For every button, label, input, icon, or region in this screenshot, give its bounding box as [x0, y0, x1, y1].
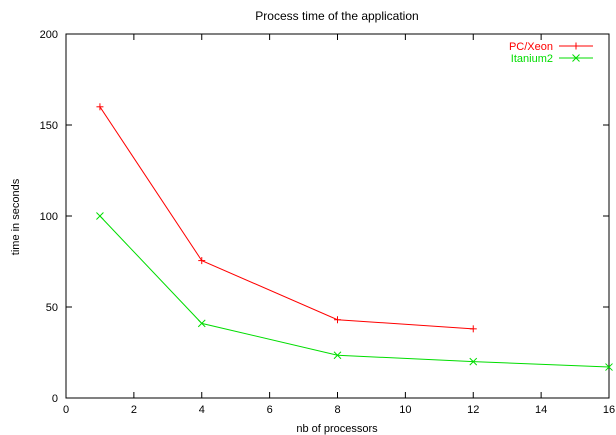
x-tick-label: 10	[399, 404, 411, 416]
marker-stroke	[96, 212, 104, 220]
marker-stroke	[605, 363, 613, 371]
data-point	[469, 325, 477, 333]
data-point	[96, 103, 104, 111]
x-tick-label: 6	[267, 404, 273, 416]
x-tick-label: 4	[199, 404, 205, 416]
data-point	[605, 363, 613, 371]
tick-labels: 0 2 4 6 8 10 12 14 16 0 50 100 150 200	[40, 29, 615, 416]
series-line	[99, 106, 474, 330]
y-tick-label: 200	[40, 29, 58, 41]
axes	[65, 33, 610, 399]
marker-stroke	[469, 357, 478, 366]
y-tick-label: 0	[52, 393, 58, 405]
y-axis-label: time in seconds	[10, 178, 22, 255]
legend-marker	[572, 54, 580, 62]
x-tick-label: 0	[63, 404, 69, 416]
data-point	[334, 316, 341, 324]
marker-stroke	[197, 319, 206, 328]
x-tick-label: 12	[467, 404, 479, 416]
x-tick-label: 16	[603, 404, 615, 416]
marker-stroke	[333, 351, 342, 360]
plot-frame	[65, 33, 610, 399]
y-tick-label: 150	[40, 120, 58, 132]
chart-title: Process time of the application	[255, 9, 418, 23]
legend-label: PC/Xeon	[509, 41, 553, 53]
legend-label: Itanium2	[511, 53, 553, 65]
x-tick-label: 2	[131, 404, 137, 416]
legend-marker	[572, 42, 580, 50]
y-tick-label: 50	[46, 302, 58, 314]
data-point	[198, 257, 206, 265]
data-point	[469, 357, 478, 366]
series-group	[96, 103, 613, 371]
series-line	[99, 215, 610, 368]
y-tick-label: 100	[40, 211, 58, 223]
data-point	[197, 319, 206, 328]
x-axis-label: nb of processors	[296, 423, 378, 435]
marker-stroke	[572, 54, 580, 62]
x-tick-label: 8	[334, 404, 340, 416]
series-itanium2	[96, 212, 613, 371]
data-point	[333, 351, 342, 360]
data-point	[96, 212, 104, 220]
series-pc-xeon	[96, 103, 477, 333]
x-tick-label: 14	[535, 404, 547, 416]
